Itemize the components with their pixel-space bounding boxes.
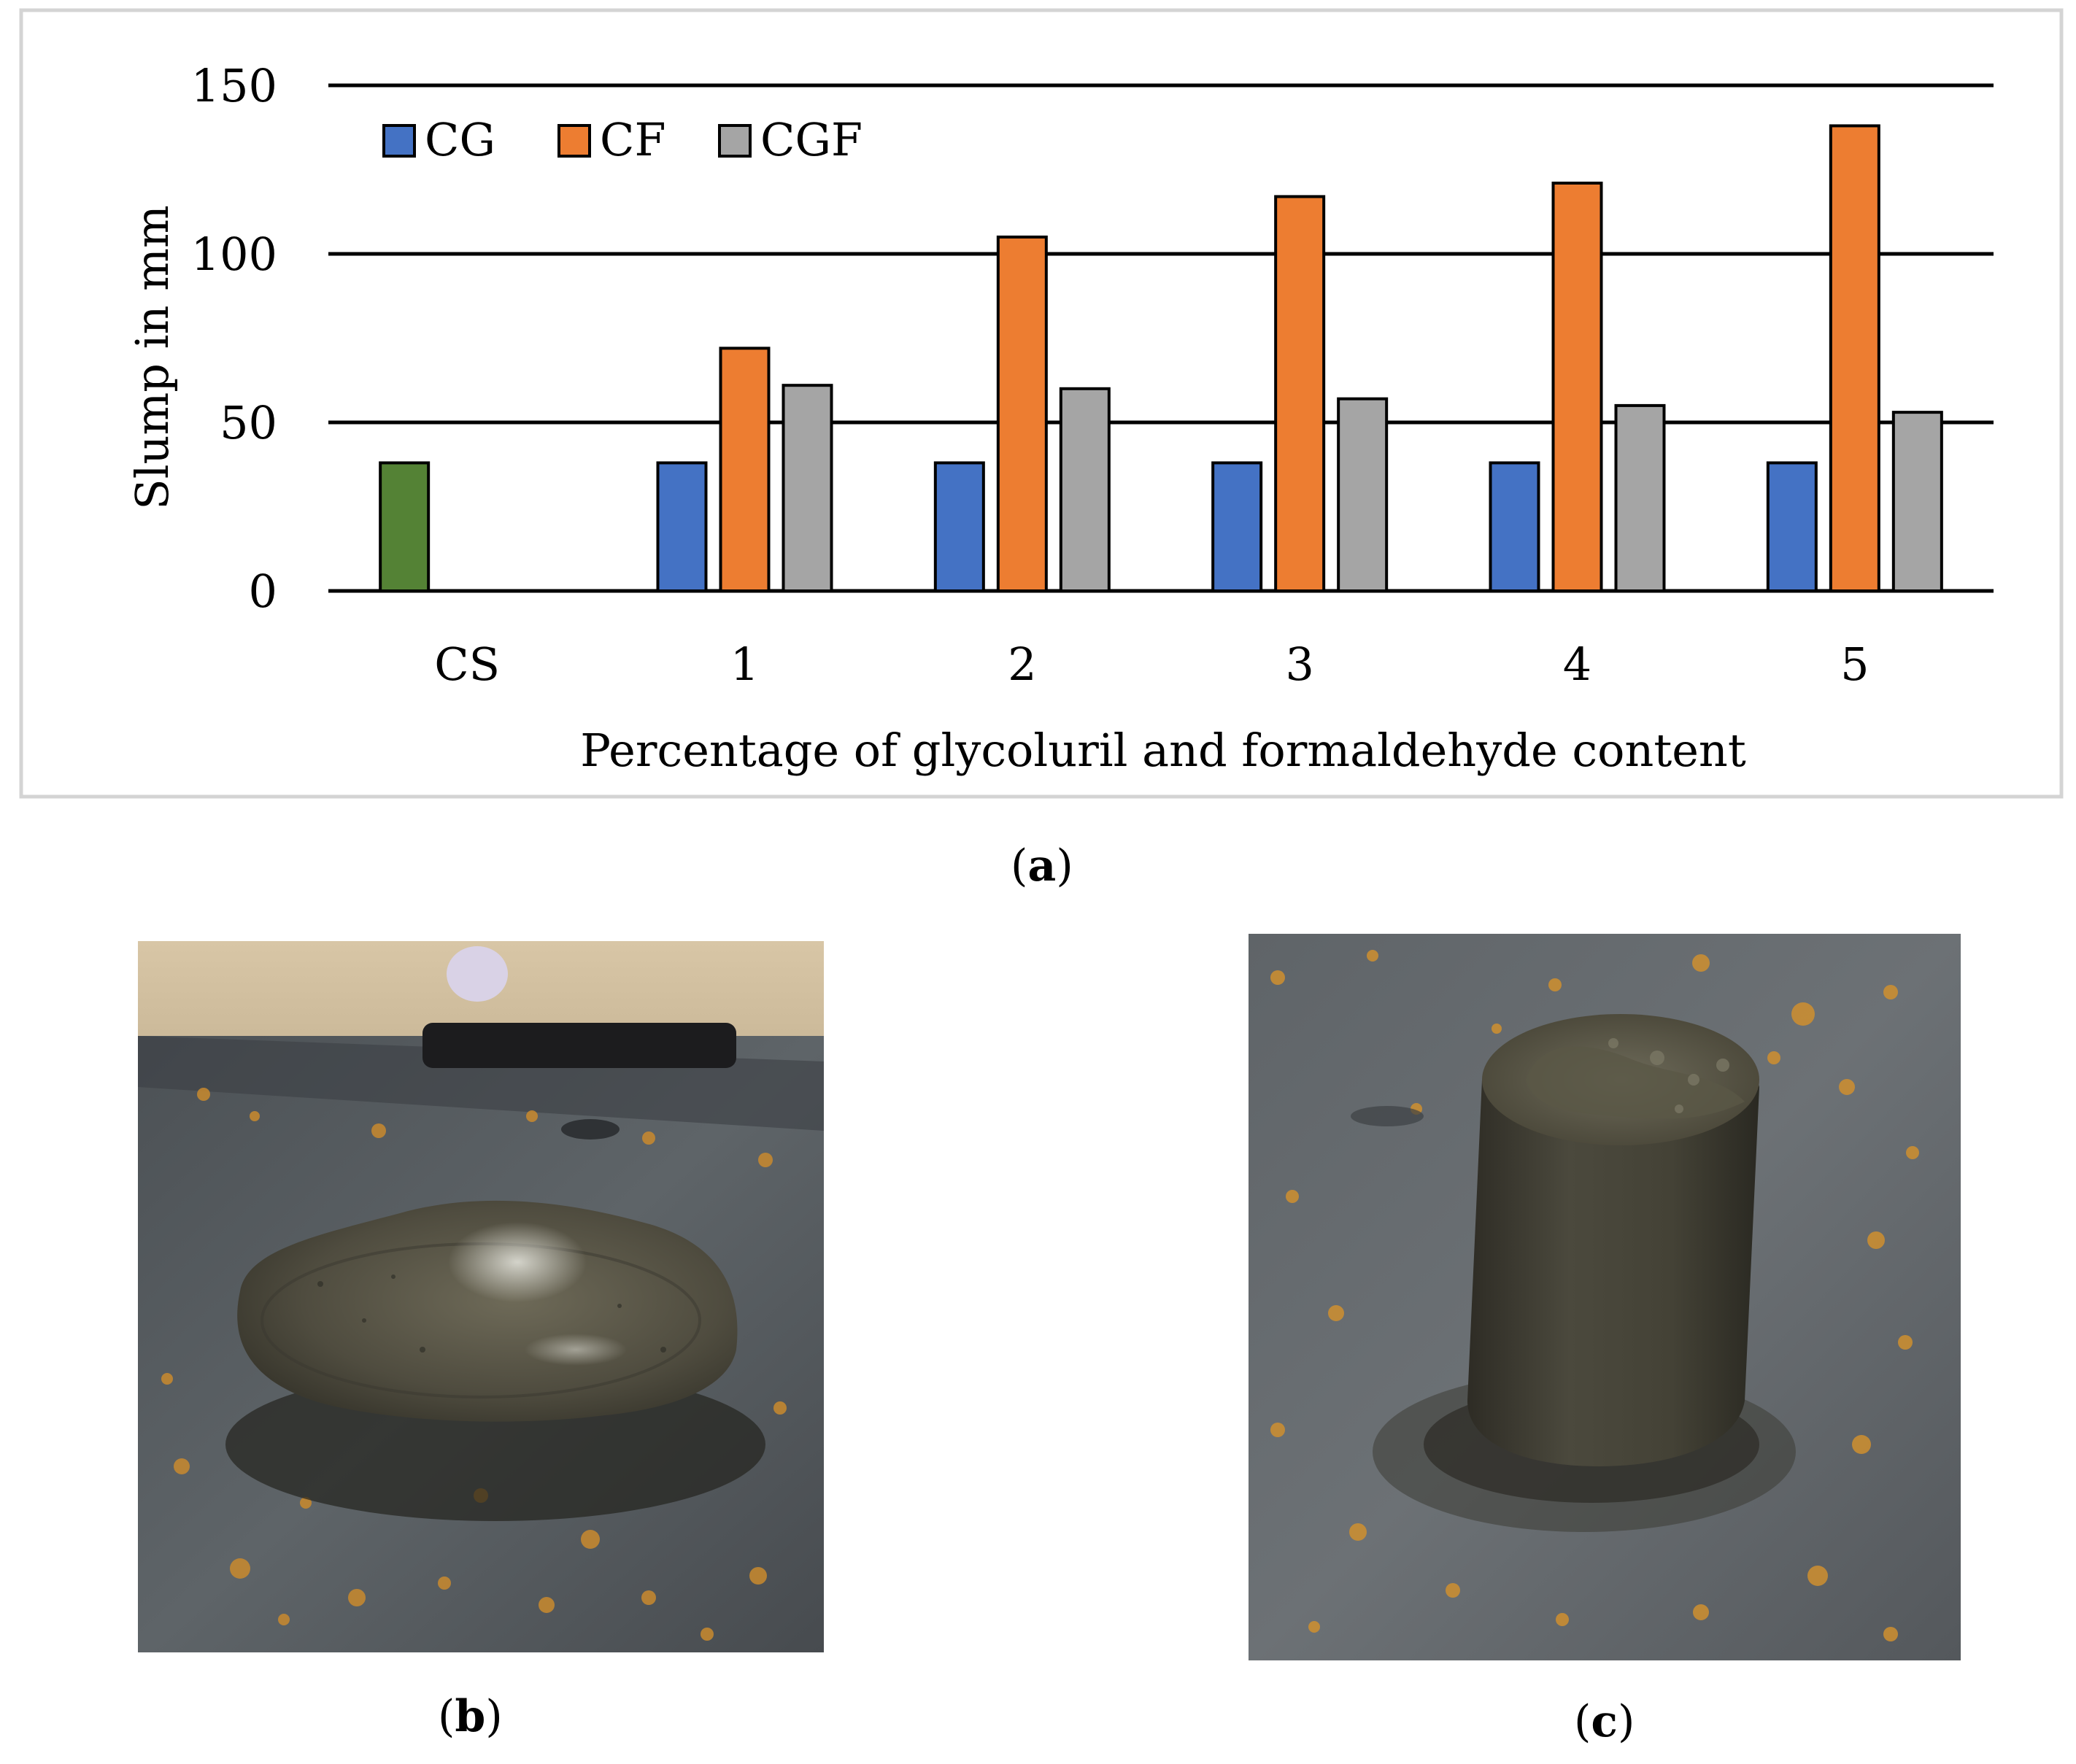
legend-label-CF: CF — [600, 113, 665, 166]
legend-swatch-CF — [557, 124, 591, 158]
white-object — [447, 946, 508, 1002]
bar-CF-2 — [996, 235, 1048, 592]
legend-label-CGF: CGF — [760, 113, 863, 166]
bar-CGF-3 — [1337, 397, 1389, 592]
x-tick-label-CS: CS — [434, 638, 500, 691]
x-tick-labels: CS 1 2 3 4 5 — [434, 638, 1869, 691]
bar-CG-3 — [1211, 461, 1263, 592]
bars — [379, 124, 1943, 593]
y-tick-label-0: 0 — [249, 565, 277, 618]
x-tick-label-1: 1 — [730, 638, 759, 691]
y-tick-label-150: 150 — [191, 59, 277, 112]
bar-CGF-5 — [1891, 411, 1943, 593]
legend-swatch-CG — [382, 124, 416, 158]
slump-bar-chart: 0 50 100 150 CS 1 2 3 4 5 CG CF CGF Slump in mm Pe… — [19, 8, 2064, 799]
y-axis-label: Slump in mm — [126, 205, 179, 509]
bar-CGF-4 — [1614, 403, 1666, 593]
paste-shine — [448, 1222, 587, 1302]
panel-label-b: (b) — [438, 1691, 503, 1742]
x-axis-label: Percentage of glycoluril and formaldehyd… — [580, 724, 1746, 777]
x-tick-label-3: 3 — [1285, 638, 1313, 691]
bar-CGF-2 — [1059, 387, 1111, 592]
paste-cylinder — [1467, 1036, 1759, 1466]
y-tick-label-50: 50 — [220, 396, 277, 449]
bar-CF-3 — [1274, 195, 1326, 592]
bar-CF-5 — [1829, 124, 1880, 592]
legend: CG CF CGF — [382, 113, 863, 166]
y-tick-label-100: 100 — [191, 228, 277, 281]
bar-CF-4 — [1551, 181, 1603, 593]
bar-CGF-1 — [782, 384, 833, 592]
x-tick-label-2: 2 — [1008, 638, 1036, 691]
bar-control-CS — [379, 461, 431, 592]
x-tick-label-5: 5 — [1840, 638, 1869, 691]
x-tick-label-4: 4 — [1563, 638, 1591, 691]
bar-CF-1 — [719, 347, 771, 592]
legend-label-CG: CG — [425, 113, 495, 166]
black-rod — [422, 1023, 736, 1068]
bar-CG-2 — [933, 461, 985, 592]
photo-b-spread-paste — [138, 941, 824, 1652]
bar-CG-1 — [656, 461, 708, 592]
panel-label-a: (a) — [1011, 840, 1073, 891]
photo-c-slump-cylinder — [1249, 934, 1961, 1660]
gridlines — [328, 83, 1994, 593]
panel-label-c: (c) — [1574, 1696, 1635, 1747]
y-tick-labels: 0 50 100 150 — [191, 59, 277, 618]
bar-CG-5 — [1766, 461, 1818, 592]
bar-CG-4 — [1489, 461, 1540, 592]
legend-swatch-CGF — [718, 124, 752, 158]
